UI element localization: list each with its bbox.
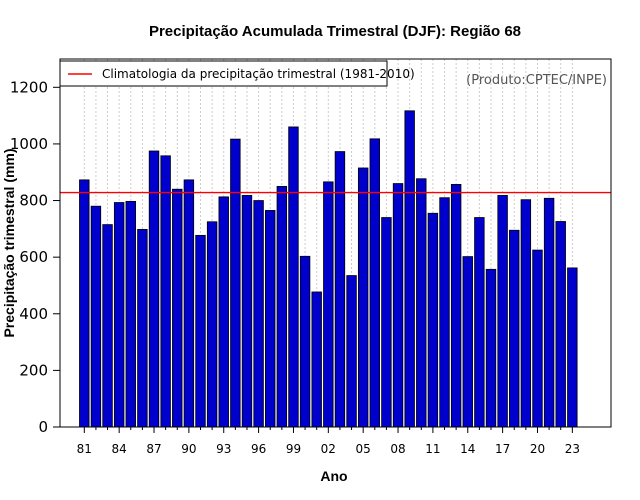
- y-tick-label: 0: [38, 418, 48, 436]
- x-tick-label: 99: [286, 442, 301, 456]
- x-tick-label: 90: [181, 442, 196, 456]
- y-tick-label: 1200: [10, 78, 48, 96]
- bar-1996: [253, 200, 264, 428]
- bar-1982: [90, 205, 102, 428]
- bar-1981: [79, 179, 90, 428]
- y-axis-label: Precipitação trimestral (mm): [1, 148, 17, 337]
- x-tick-label: 14: [460, 442, 475, 456]
- bar-2004: [346, 275, 357, 428]
- x-tick-label: 96: [251, 442, 266, 456]
- y-tick-label: 200: [19, 361, 48, 379]
- x-tick-label: 81: [77, 442, 92, 456]
- legend-label: Climatologia da precipitação trimestral …: [102, 67, 415, 81]
- bar-1989: [172, 188, 183, 428]
- x-tick-label: 20: [530, 442, 545, 456]
- bar-2012: [439, 197, 450, 428]
- source-note: (Produto:CPTEC/INPE): [466, 73, 607, 88]
- x-tick-label: 02: [321, 442, 336, 456]
- bar-2013: [450, 184, 462, 428]
- bar-1991: [195, 234, 206, 428]
- bar-2007: [381, 217, 392, 428]
- bar-2014: [462, 256, 473, 428]
- bar-2010: [416, 178, 427, 428]
- bar-2023: [567, 267, 578, 428]
- bar-2021: [543, 197, 555, 428]
- bar-1983: [102, 224, 113, 428]
- legend: Climatologia da precipitação trimestral …: [59, 60, 415, 87]
- bar-1997: [265, 210, 276, 428]
- bar-2009: [404, 110, 415, 428]
- legend-box: [59, 60, 388, 87]
- bar-2022: [555, 221, 566, 428]
- x-axis-label: Ano: [320, 468, 347, 484]
- bar-2005: [357, 167, 369, 428]
- bar-2017: [497, 195, 508, 428]
- x-tick-label: 23: [565, 442, 580, 456]
- x-tick-label: 93: [216, 442, 231, 456]
- bar-1994: [230, 138, 241, 428]
- bar-1988: [160, 155, 171, 428]
- bar-2001: [311, 291, 322, 428]
- bar-2002: [323, 181, 334, 428]
- bar-2006: [369, 138, 381, 428]
- bar-1986: [137, 229, 148, 428]
- bar-1995: [241, 195, 253, 428]
- bar-2018: [509, 229, 520, 428]
- y-tick-label: 1000: [10, 135, 48, 153]
- y-tick-label: 400: [19, 305, 48, 323]
- bar-1998: [276, 185, 288, 428]
- bar-2019: [520, 199, 532, 428]
- bar-1990: [183, 179, 195, 428]
- chart-title: Precipitação Acumulada Trimestral (DJF):…: [149, 23, 521, 40]
- x-tick-label: 87: [146, 442, 161, 456]
- x-axis: 81 84 87 90 93 96 99 02 05 08 11 14 17 20 23: [77, 427, 580, 456]
- bar-2000: [299, 255, 311, 428]
- x-tick-label: 17: [495, 442, 510, 456]
- y-tick-label: 600: [19, 248, 48, 266]
- x-tick-label: 84: [112, 442, 127, 456]
- bar-1993: [218, 196, 229, 428]
- bar-1999: [288, 126, 299, 428]
- bar-2011: [427, 212, 439, 428]
- bar-1992: [206, 221, 218, 428]
- y-axis: 0 200 400 600 800 1000 1200: [10, 78, 60, 436]
- bar-2008: [392, 183, 404, 428]
- bar-1984: [113, 202, 125, 428]
- bar-2020: [532, 249, 543, 428]
- x-tick-label: 05: [356, 442, 371, 456]
- x-tick-label: 08: [390, 442, 405, 456]
- bar-2015: [474, 217, 485, 428]
- bar-1985: [125, 200, 136, 428]
- x-tick-label: 11: [425, 442, 440, 456]
- bar-2016: [485, 268, 497, 428]
- plot-frame: [59, 58, 612, 428]
- y-tick-label: 800: [19, 192, 48, 210]
- bars: [79, 110, 578, 428]
